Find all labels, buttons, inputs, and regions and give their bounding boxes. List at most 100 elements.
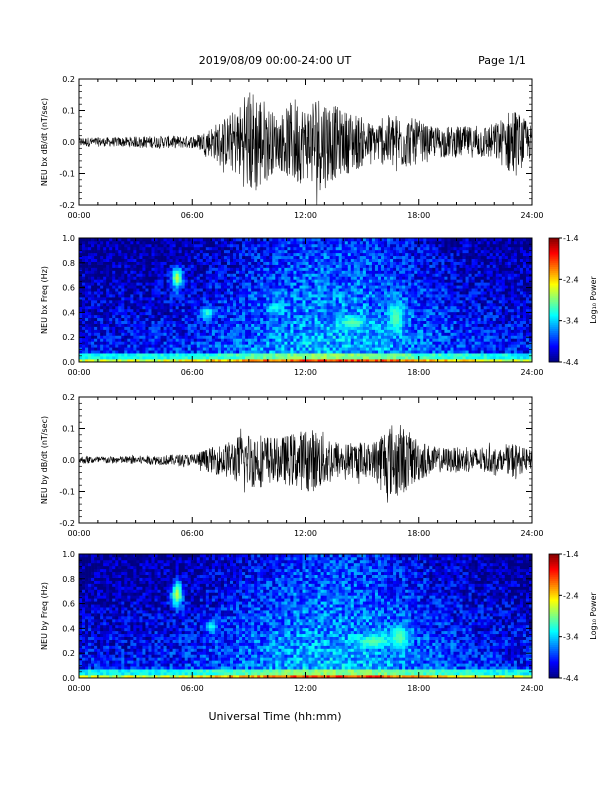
spectrogram-cell	[230, 326, 234, 330]
spectrogram-cell	[214, 273, 219, 277]
spectrogram-cell	[106, 311, 110, 316]
spectrogram-cell	[399, 288, 403, 292]
spectrogram-cell	[384, 353, 388, 357]
spectrogram-cell	[178, 353, 183, 357]
spectrogram-cell	[317, 276, 321, 280]
spectrogram-cell	[293, 320, 297, 324]
spectrogram-cell	[396, 308, 400, 313]
spectrogram-cell	[344, 341, 349, 345]
spectrogram-cell	[368, 308, 373, 313]
spectrogram-cell	[118, 249, 122, 254]
spectrogram-cell	[199, 332, 204, 336]
spectrogram-cell	[115, 300, 119, 304]
spectrogram-cell	[257, 261, 261, 265]
spectrogram-cell	[88, 338, 92, 342]
spectrogram-cell	[417, 302, 421, 307]
spectrogram-cell	[103, 264, 107, 268]
spectrogram-cell	[374, 288, 379, 292]
spectrogram-cell	[115, 279, 119, 283]
spectrogram-cell	[365, 314, 370, 319]
spectrogram-cell	[245, 249, 249, 254]
spectrogram-cell	[341, 341, 346, 345]
spectrogram-cell	[139, 302, 143, 307]
spectrogram-cell	[338, 243, 343, 248]
spectrogram-cell	[287, 329, 291, 333]
spectrogram-cell	[181, 305, 186, 310]
spectrogram-cell	[160, 249, 164, 254]
spectrogram-cell	[341, 305, 346, 310]
spectrogram-cell	[223, 329, 228, 333]
spectrogram-cell	[402, 243, 406, 248]
spectrogram-cell	[202, 261, 207, 265]
spectrogram-cell	[344, 338, 349, 342]
spectrogram-cell	[260, 252, 264, 257]
spectrogram-cell	[157, 332, 161, 336]
spectrogram-cell	[145, 329, 149, 333]
spectrogram-cell	[139, 323, 143, 327]
spectrogram-cell	[272, 291, 276, 295]
spectrogram-cell	[166, 356, 170, 360]
spectrogram-cell	[214, 258, 219, 262]
spectrogram-cell	[293, 267, 297, 271]
spectrogram-cell	[106, 344, 110, 348]
spectrogram-cell	[278, 314, 282, 319]
spectrogram-cell	[426, 238, 430, 242]
spectrogram-cell	[326, 359, 331, 363]
spectrogram-cell	[356, 329, 361, 333]
spectrogram-cell	[193, 359, 198, 363]
spectrogram-cell	[368, 314, 373, 319]
spectrogram-cell	[184, 326, 189, 330]
spectrogram-cell	[284, 314, 288, 319]
spectrogram-cell	[245, 302, 249, 307]
spectrogram-cell	[220, 329, 225, 333]
spectrogram-cell	[251, 338, 255, 342]
spectrogram-cell	[284, 335, 288, 339]
spectrogram-cell	[160, 320, 164, 324]
spectrogram-cell	[230, 273, 234, 277]
spectrogram-cell	[314, 314, 318, 319]
spectrogram-cell	[202, 353, 207, 357]
spectrogram-cell	[290, 267, 294, 271]
spectrogram-cell	[420, 335, 424, 339]
spectrogram-cell	[190, 261, 195, 265]
spectrogram-cell	[417, 320, 421, 324]
spectrogram-cell	[214, 305, 219, 310]
spectrogram-cell	[420, 323, 424, 327]
spectrogram-cell	[396, 350, 400, 354]
spectrogram-cell	[130, 267, 134, 271]
spectrogram-cell	[106, 279, 110, 283]
spectrogram-cell	[130, 294, 134, 298]
spectrogram-cell	[332, 323, 337, 327]
spectrogram-cell	[118, 297, 122, 301]
spectrogram-cell	[350, 252, 355, 257]
spectrogram-cell	[405, 326, 409, 330]
spectrogram-cell	[387, 270, 391, 274]
spectrogram-cell	[387, 317, 391, 322]
spectrogram-cell	[106, 273, 110, 277]
spectrogram-cell	[109, 335, 113, 339]
spectrogram-cell	[356, 353, 361, 357]
spectrogram-cell	[362, 297, 367, 301]
spectrogram-cell	[284, 350, 288, 354]
spectrogram-cell	[106, 350, 110, 354]
spectrogram-cell	[245, 270, 249, 274]
spectrogram-cell	[205, 311, 210, 316]
spectrogram-cell	[374, 249, 379, 254]
spectrogram-cell	[205, 302, 210, 307]
spectrogram-cell	[390, 297, 394, 301]
spectrogram-cell	[356, 264, 361, 268]
spectrogram-cell	[381, 344, 385, 348]
spectrogram-cell	[233, 332, 237, 336]
spectrogram-cell	[202, 279, 207, 283]
spectrogram-cell	[199, 285, 204, 289]
spectrogram-cell	[411, 276, 415, 280]
spectrogram-cell	[278, 311, 282, 316]
spectrogram-cell	[82, 267, 86, 271]
spectrogram-cell	[242, 341, 246, 345]
spectrogram-cell	[387, 300, 391, 304]
spectrogram-cell	[269, 243, 273, 248]
spectrogram-cell	[399, 279, 403, 283]
spectrogram-cell	[338, 305, 343, 310]
spectrogram-cell	[154, 249, 158, 254]
spectrogram-cell	[260, 243, 264, 248]
